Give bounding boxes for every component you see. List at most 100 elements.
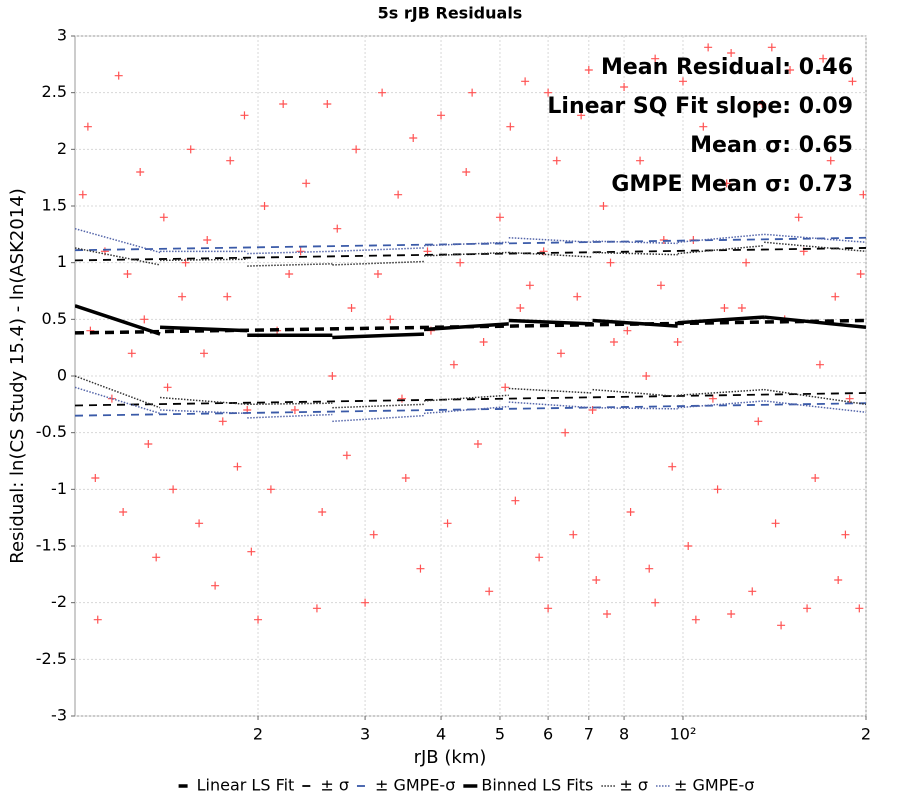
scatter-point (369, 530, 378, 539)
y-tick-label: 2 (57, 139, 67, 158)
scatter-point (409, 134, 418, 142)
scatter-point (152, 553, 161, 562)
scatter-point (83, 122, 92, 131)
y-tick-label: -1.5 (36, 536, 67, 555)
scatter-point (748, 587, 757, 596)
scatter-point (673, 338, 682, 346)
x-tick-label: 7 (584, 725, 594, 744)
x-tick-label: 10² (670, 725, 697, 744)
scatter-point (318, 508, 327, 516)
scatter-point (811, 474, 820, 482)
scatter-point (855, 604, 864, 613)
scatter-point (645, 564, 654, 573)
scatter-point (169, 485, 178, 494)
scatter-point (218, 417, 227, 426)
scatter-point (233, 462, 242, 471)
scatter-point (254, 615, 263, 624)
scatter-point (521, 77, 530, 86)
scatter-point (437, 111, 446, 120)
x-tick-label: 4 (436, 725, 446, 744)
scatter-point (573, 292, 582, 301)
scatter-point (456, 258, 465, 267)
scatter-point (247, 547, 256, 556)
scatter-point (786, 66, 795, 74)
y-tick-label: -0.5 (36, 422, 67, 441)
scatter-point (127, 349, 136, 358)
scatter-point (119, 508, 128, 516)
scatter-point (178, 292, 187, 301)
y-tick-label: 3 (57, 26, 67, 45)
scatter-point (373, 270, 382, 278)
scatter-point (347, 304, 356, 312)
legend: Linear LS Fit ± σ ± GMPE-σ Binned LS Fits ± … (178, 776, 754, 795)
scatter-point (473, 440, 482, 448)
legend-label: Linear LS Fit (197, 776, 295, 795)
scatter-point (525, 281, 534, 290)
scatter-point (394, 190, 403, 199)
scatter-point (485, 587, 494, 596)
scatter-point (767, 43, 776, 52)
scatter-point (211, 581, 220, 590)
scatter-point (794, 213, 803, 222)
scatter-point (620, 83, 629, 91)
scatter-point (181, 258, 190, 267)
y-tick-label: 2.5 (42, 82, 67, 101)
scatter-point (704, 43, 713, 52)
scatter-point (720, 304, 729, 312)
scatter-point (123, 270, 132, 278)
scatter-point (599, 202, 608, 210)
y-tick-label: -3 (51, 706, 67, 725)
scatter-point (501, 383, 510, 392)
scatter-point (186, 145, 195, 154)
scatter-point (603, 610, 612, 618)
series-line (75, 402, 866, 417)
annotation: Mean σ: 0.65 (690, 133, 853, 158)
scatter-point (159, 213, 168, 222)
scatter-point (656, 281, 665, 290)
scatter-point (691, 615, 700, 624)
scatter-point (397, 394, 406, 403)
scatter-point (544, 604, 553, 613)
legend-label: ± σ (619, 776, 648, 795)
scatter-point (577, 111, 586, 120)
scatter-point (535, 553, 544, 562)
scatter-point (495, 213, 504, 222)
scatter-point (333, 224, 342, 233)
series-line (75, 247, 866, 262)
scatter-point (815, 360, 824, 369)
y-tick-label: -2.5 (36, 649, 67, 668)
scatter-point (296, 247, 305, 256)
x-tick-label: 2 (253, 725, 263, 744)
scatter-point (516, 304, 525, 312)
scatter-point (107, 394, 116, 403)
scatter-point (626, 508, 635, 516)
y-axis-label: Residual: ln(CS Study 15.4) - ln(ASK2014… (7, 188, 28, 564)
scatter-point (584, 66, 593, 74)
scatter-point (468, 88, 477, 97)
scatter-point (539, 247, 548, 256)
scatter-point (361, 598, 370, 607)
x-tick-label: 5 (495, 725, 505, 744)
scatter-point (260, 202, 269, 210)
x-tick-label: 3 (360, 725, 370, 744)
scatter-point (713, 485, 722, 494)
scatter-point (771, 519, 780, 528)
annotation: Linear SQ Fit slope: 0.09 (547, 94, 853, 119)
scatter-point (742, 258, 751, 267)
scatter-point (592, 576, 601, 584)
scatter-point (302, 179, 311, 188)
scatter-point (200, 349, 209, 358)
scatter-point (195, 519, 204, 528)
scatter-point (203, 236, 212, 244)
legend-label: ± σ (320, 776, 349, 795)
scatter-point (462, 168, 471, 176)
scatter-point (144, 440, 153, 448)
x-tick-label: 8 (619, 725, 629, 744)
series-line (75, 241, 866, 267)
scatter-point (777, 621, 786, 630)
scatter-point (651, 54, 660, 63)
scatter-point (114, 71, 123, 80)
scatter-point (556, 349, 565, 358)
